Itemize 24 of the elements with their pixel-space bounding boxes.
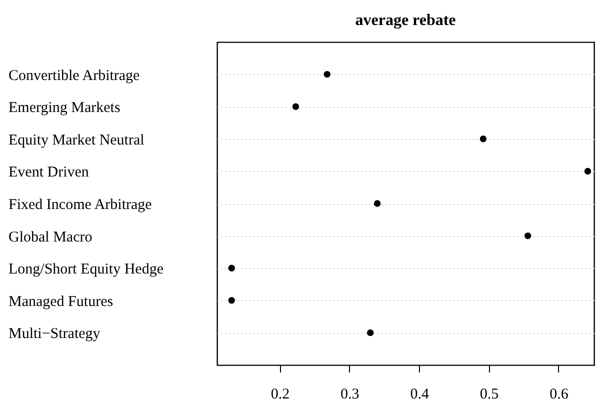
point: [584, 168, 592, 175]
y-tick-label: Fixed Income Arbitrage: [8, 197, 152, 213]
x-tick-label: 0.2: [270, 386, 290, 402]
point: [228, 297, 235, 304]
point: [374, 200, 381, 207]
point: [366, 329, 374, 336]
point: [292, 103, 300, 110]
x-tick-label: 0.4: [410, 386, 430, 402]
y-tick-label: Managed Futures: [8, 294, 114, 310]
point: [524, 232, 532, 240]
y-tick-label: Long/Short Equity Hedge: [8, 262, 164, 278]
x-tick-label: 0.3: [340, 386, 360, 402]
y-tick-label: Global Macro: [8, 229, 92, 246]
point: [480, 136, 487, 142]
y-tick-label: Event Driven: [8, 164, 90, 181]
x-tick-label: 0.6: [550, 386, 569, 402]
point: [324, 70, 330, 78]
point: [228, 264, 235, 272]
y-tick-label: Convertible Arbitrage: [8, 68, 140, 84]
x-tick-label: 0.5: [480, 386, 499, 402]
y-tick-label: Emerging Markets: [8, 100, 120, 116]
y-tick-label: Multi−Strategy: [8, 326, 101, 342]
y-tick-label: Equity Market Neutral: [8, 132, 144, 148]
chart-title: average rebate: [355, 12, 456, 29]
